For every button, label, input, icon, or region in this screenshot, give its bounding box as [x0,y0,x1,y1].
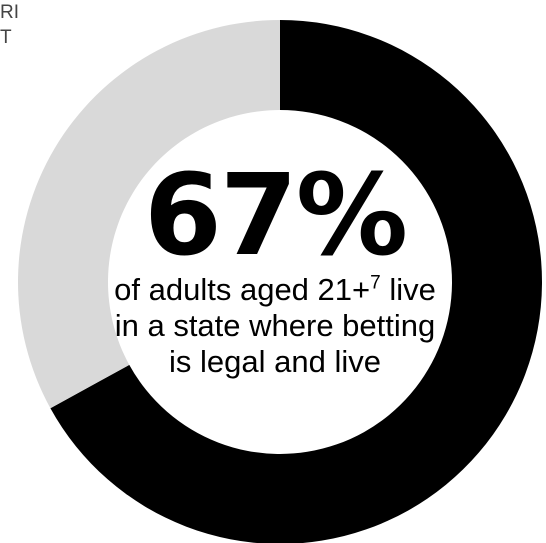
center-label: 67% of adults aged 21+7 live in a state … [110,156,440,380]
caption-footnote-ref: 7 [370,272,381,294]
caption: of adults aged 21+7 live in a state wher… [110,272,440,380]
caption-rest: live in a state where betting is legal a… [114,272,436,379]
corner-text-line-2: T [0,27,12,48]
percent-value: 67% [143,151,408,281]
corner-text-line-1: RI [0,2,19,23]
donut-slice-1 [50,20,542,543]
caption-main: of adults aged 21+ [114,272,371,307]
donut-slice-2 [18,20,281,409]
cropped-corner-text: RI T [0,0,30,50]
donut-slices [18,20,542,543]
